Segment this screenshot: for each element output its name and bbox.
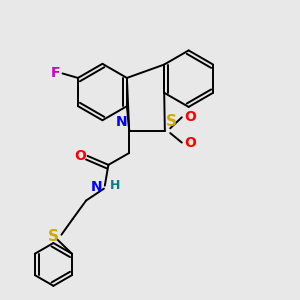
Text: S: S [166, 114, 177, 129]
Text: O: O [74, 149, 86, 163]
Text: H: H [110, 179, 120, 192]
Text: O: O [184, 110, 196, 124]
Text: N: N [116, 115, 128, 129]
Text: N: N [91, 180, 102, 194]
Text: O: O [184, 136, 196, 150]
Text: F: F [51, 67, 60, 80]
Text: S: S [47, 229, 58, 244]
